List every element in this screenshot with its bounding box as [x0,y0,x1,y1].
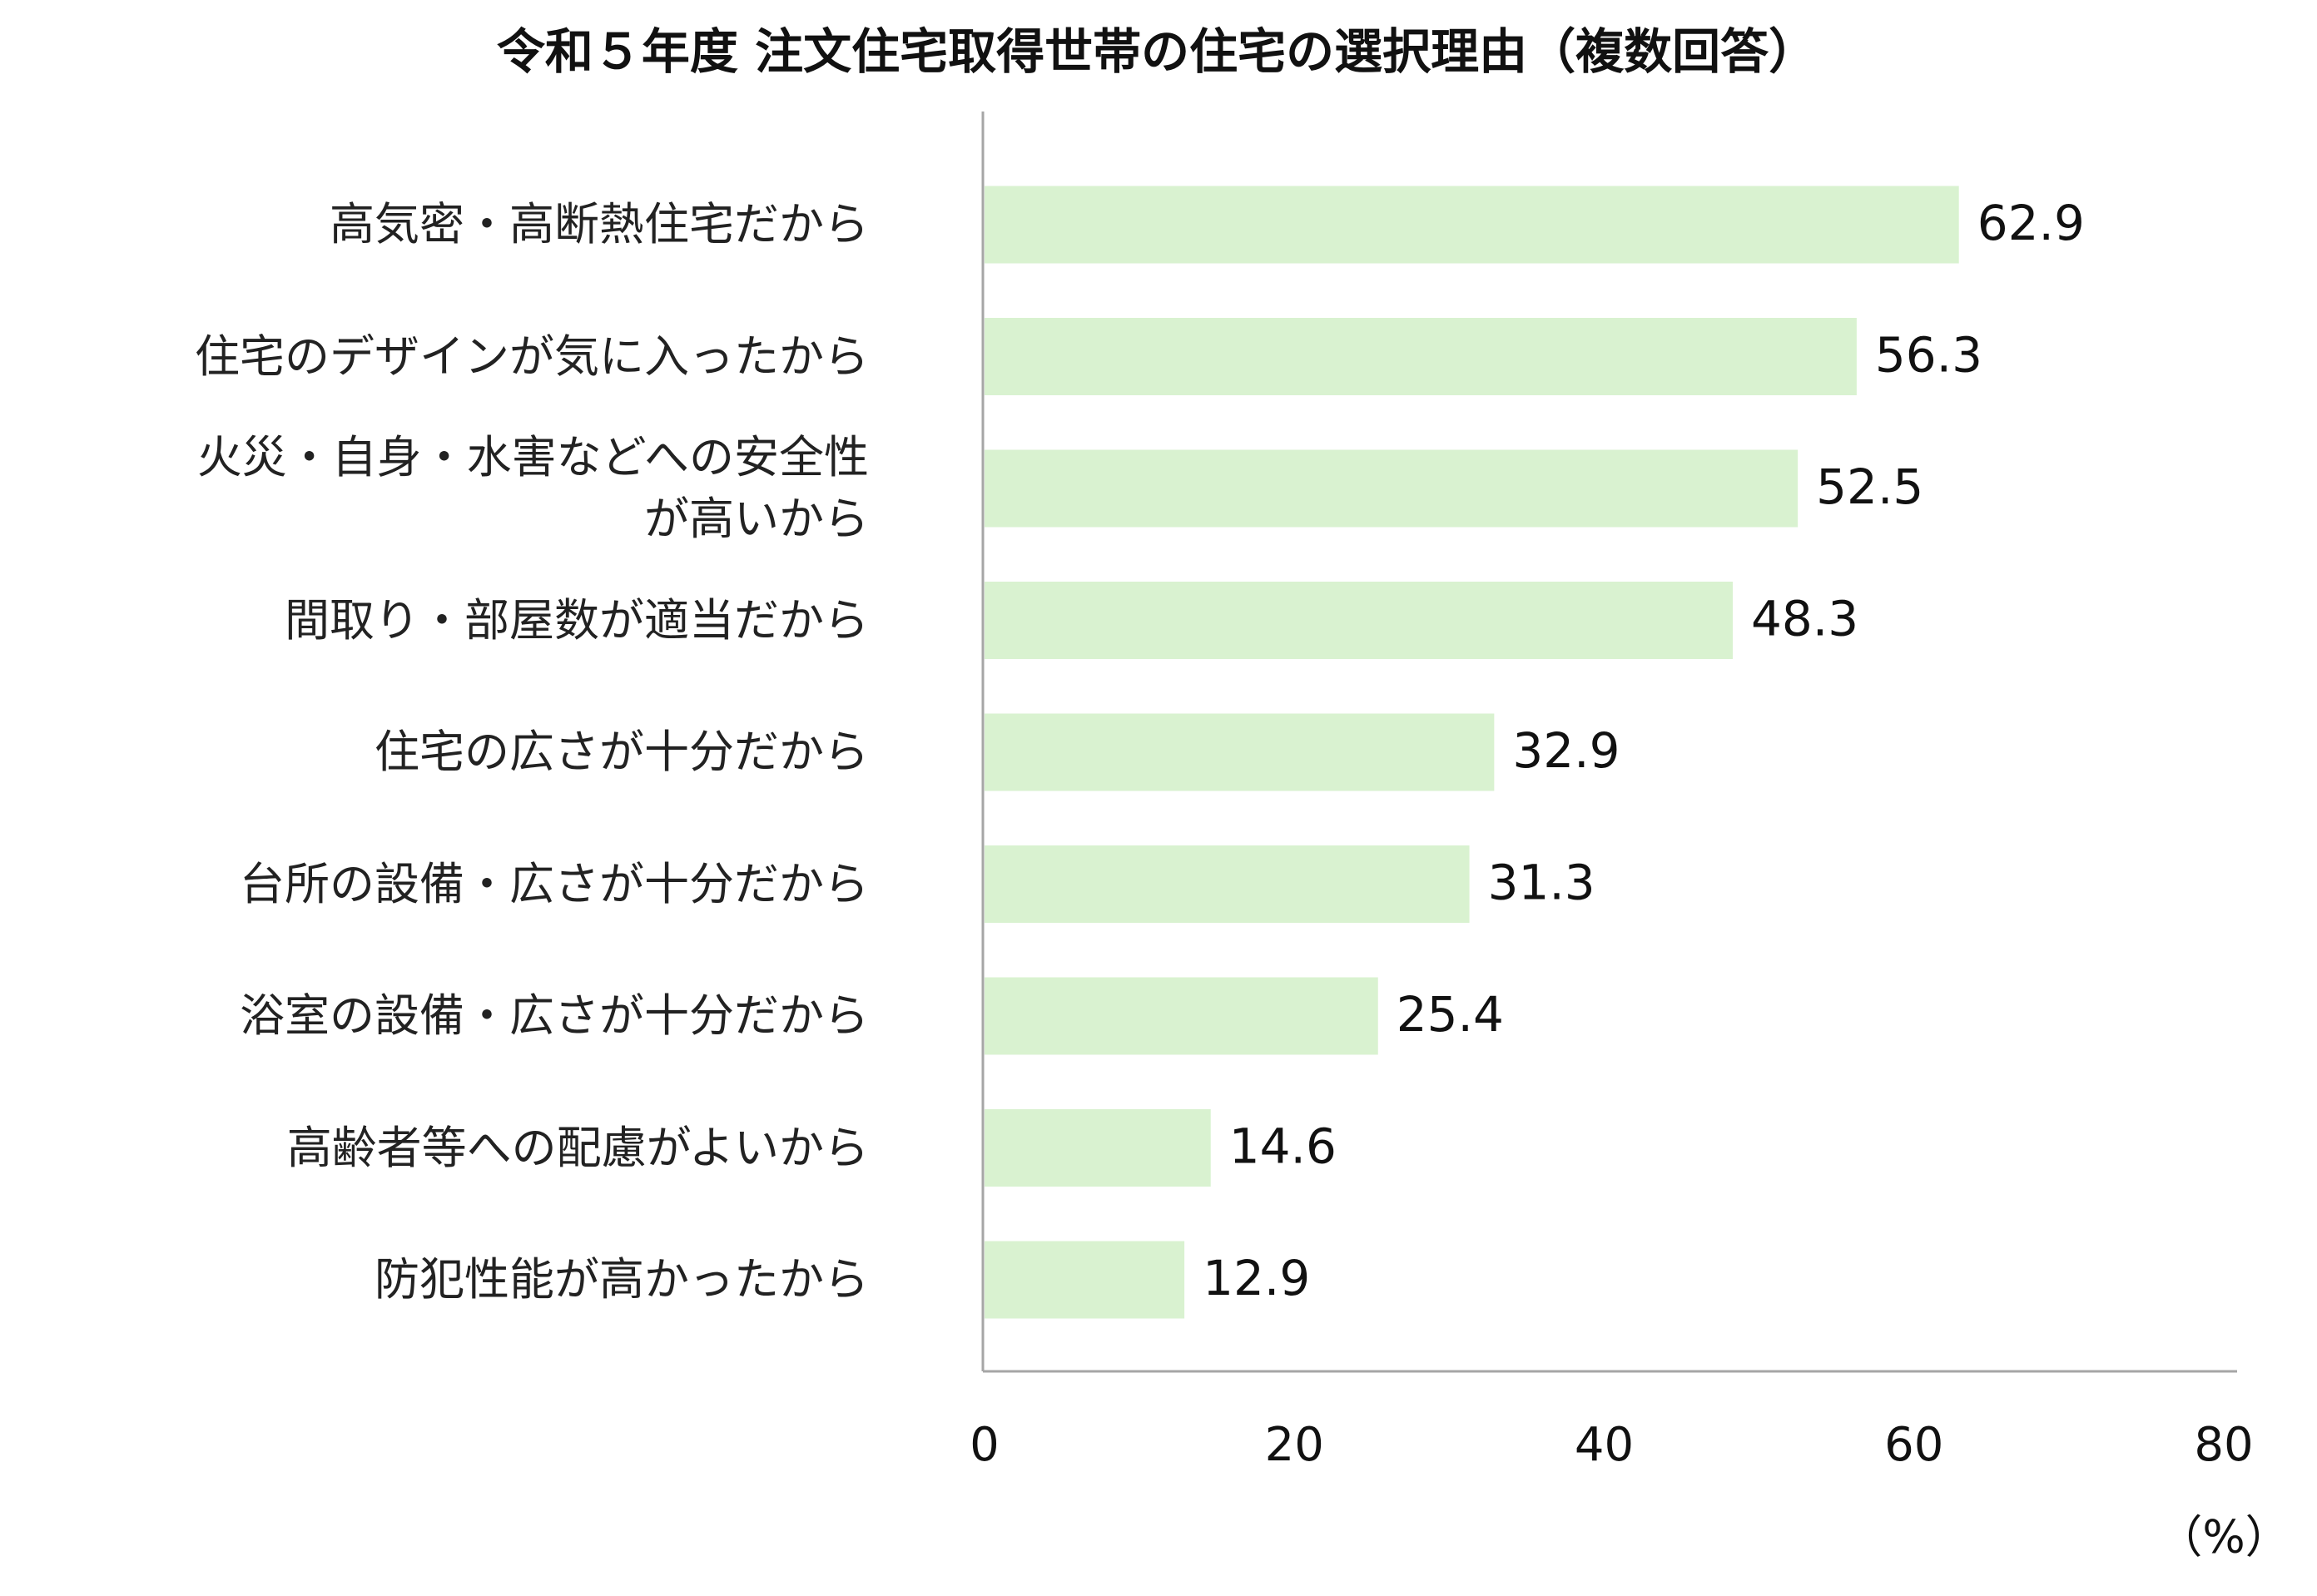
bar [985,449,1799,528]
category-label: 火災・自身・水害などへの安全性 が高いから [196,431,869,545]
value-label: 14.6 [1229,1118,1337,1175]
chart-title: 令和５年度 注文住宅取得世帯の住宅の選択理由（複数回答） [497,23,1817,80]
bar [985,186,1959,264]
category-label: 浴室の設備・広さが十分だから [240,989,869,1042]
category-label: 台所の設備・広さが十分だから [240,857,869,910]
bar [985,1109,1211,1187]
bar [985,1241,1185,1319]
bar [985,318,1857,395]
x-tick-label: 0 [970,1418,1000,1472]
bar [985,582,1733,659]
bar [985,845,1470,923]
x-tick-label: 80 [2194,1418,2253,1472]
category-label: 間取り・部屋数が適当だから [285,593,869,647]
bar [985,713,1495,791]
value-label: 52.5 [1816,458,1923,515]
value-label: 62.9 [1977,195,2085,251]
x-tick-label: 40 [1575,1418,1634,1472]
value-label: 12.9 [1203,1250,1310,1306]
value-label: 31.3 [1488,855,1595,911]
bar [985,977,1378,1055]
value-label: 25.4 [1397,986,1504,1043]
x-tick-label: 60 [1884,1418,1943,1472]
value-label: 32.9 [1512,722,1620,779]
value-label: 56.3 [1875,327,1982,384]
category-label: 住宅のデザインが気に入ったから [195,330,869,383]
category-label: 防犯性能が高かったから [375,1253,869,1306]
category-label: 高気密・高断熱住宅だから [330,198,869,250]
category-label: 住宅の広さが十分だから [375,726,869,778]
value-label: 48.3 [1751,591,1858,647]
x-axis-unit: （%） [2157,1511,2290,1564]
x-tick-label: 20 [1265,1418,1324,1472]
category-label: 高齢者等への配慮がよいから [286,1121,869,1174]
